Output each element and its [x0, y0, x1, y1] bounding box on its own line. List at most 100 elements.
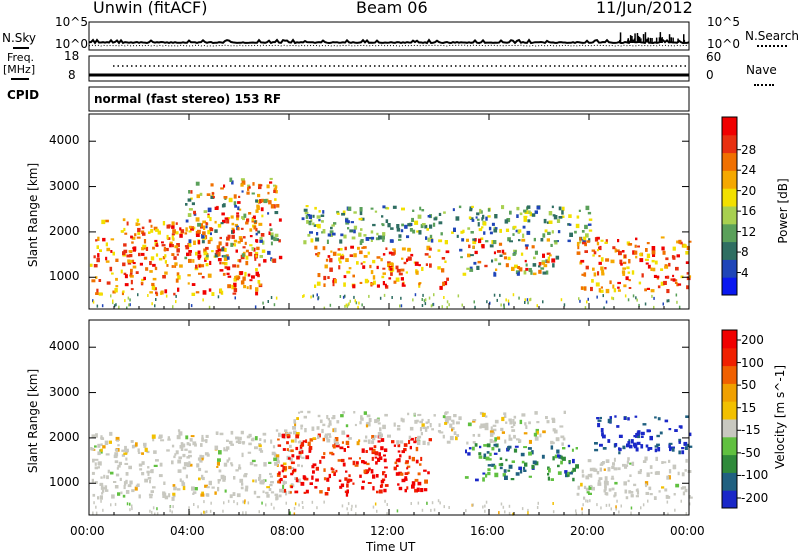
scatter-cell [444, 422, 448, 425]
scatter-cell [305, 214, 309, 219]
scatter-cell [222, 247, 226, 252]
scatter-cell [322, 229, 326, 234]
scatter-cell [332, 444, 336, 449]
scatter-cell [126, 221, 129, 226]
scatter-cell [503, 415, 507, 418]
scatter-cell [494, 437, 497, 442]
scatter-cell [614, 443, 618, 447]
scatter-cell [494, 214, 498, 219]
scatter-cell [190, 435, 195, 438]
scatter-cell [197, 250, 201, 255]
scatter-cell [469, 208, 473, 212]
scatter-cell [519, 212, 523, 216]
scatter-cell [349, 254, 354, 257]
scatter-cell [360, 415, 363, 420]
scatter-cell [656, 434, 660, 438]
scatter-cell [279, 477, 283, 482]
ground-scatter-cell [499, 293, 501, 297]
ground-scatter-cell [399, 304, 401, 308]
scatter-cell [212, 196, 215, 199]
scatter-cell [201, 276, 205, 279]
noise-search-line [88, 44, 690, 47]
scatter-cell [550, 445, 554, 450]
scatter-cell [368, 418, 372, 422]
ground-scatter-cell [527, 301, 529, 305]
ground-scatter-cell [636, 298, 638, 302]
scatter-cell [427, 471, 430, 475]
scatter-cell [349, 478, 353, 482]
scatter-cell [205, 246, 209, 250]
scatter-cell [146, 450, 150, 454]
scatter-cell [171, 460, 174, 465]
scatter-cell [678, 239, 682, 244]
scatter-cell [340, 255, 345, 260]
scatter-cell [234, 275, 237, 279]
scatter-cell [328, 435, 332, 438]
scatter-cell [200, 223, 203, 228]
scatter-cell [176, 243, 180, 248]
scatter-cell [493, 452, 498, 455]
noise-spike [640, 38, 642, 43]
ground-scatter-cell [316, 506, 318, 510]
scatter-cell [97, 253, 100, 258]
scatter-cell [505, 263, 509, 268]
ground-scatter-cell [505, 298, 507, 302]
scatter-cell [604, 491, 608, 495]
scatter-cell [601, 432, 604, 437]
noise-spike [631, 39, 633, 43]
scatter-cell [135, 442, 138, 447]
scatter-cell [206, 453, 210, 457]
scatter-cell [650, 289, 655, 293]
scatter-cell [246, 286, 249, 290]
scatter-cell [216, 461, 220, 466]
scatter-cell [166, 224, 170, 229]
colorbar-segment [722, 383, 737, 402]
scatter-cell [572, 458, 575, 464]
scatter-cell [184, 232, 188, 235]
scatter-cell [625, 276, 629, 281]
scatter-cell [629, 444, 633, 449]
scatter-cell [124, 283, 129, 287]
scatter-cell [421, 223, 426, 226]
scatter-cell [196, 194, 200, 199]
scatter-cell [352, 460, 356, 466]
colorbar-segment [722, 170, 737, 189]
scatter-cell [429, 224, 433, 229]
scatter-cell [164, 495, 169, 500]
scatter-cell [562, 456, 566, 461]
scatter-cell [672, 278, 676, 282]
ground-scatter-cell [113, 304, 116, 308]
ground-scatter-cell [431, 501, 434, 505]
ground-scatter-cell [355, 512, 357, 516]
ground-scatter-cell [209, 509, 212, 513]
scatter-cell [633, 442, 637, 447]
ground-scatter-cell [346, 507, 348, 511]
scatter-cell [205, 263, 209, 267]
scatter-cell [329, 233, 333, 237]
scatter-cell [237, 201, 241, 204]
scatter-cell [356, 261, 359, 265]
scatter-cell [255, 199, 259, 203]
scatter-cell [273, 189, 276, 193]
scatter-cell [240, 280, 245, 285]
scatter-cell [129, 254, 133, 258]
scatter-cell [361, 460, 365, 464]
scatter-cell [347, 478, 351, 483]
scatter-cell [201, 474, 204, 479]
scatter-cell [270, 241, 273, 246]
ground-scatter-cell [101, 304, 104, 308]
scatter-cell [324, 264, 328, 269]
scatter-cell [483, 456, 486, 459]
scatter-cell [610, 477, 615, 480]
scatter-cell [249, 244, 253, 247]
scatter-cell [337, 253, 341, 256]
scatter-cell [338, 265, 341, 270]
noise-spike [642, 34, 645, 43]
scatter-cell [339, 446, 344, 450]
scatter-cell [491, 447, 495, 451]
scatter-cell [607, 467, 611, 472]
scatter-cell [352, 274, 355, 278]
scatter-cell [226, 272, 230, 275]
scatter-cell [376, 256, 381, 259]
ground-scatter-cell [542, 300, 544, 304]
